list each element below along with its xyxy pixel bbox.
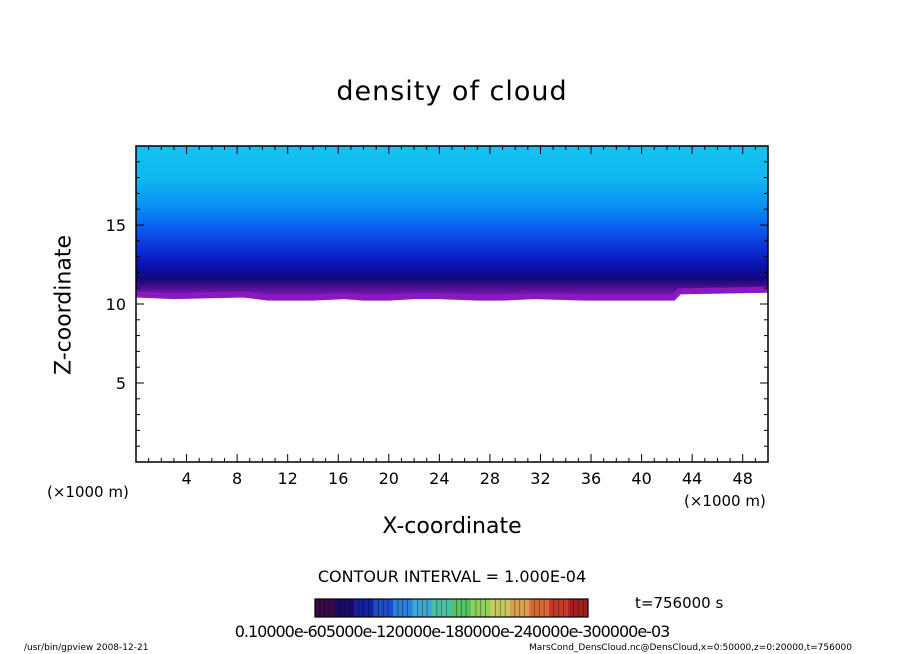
x-axis-label: X-coordinate <box>382 514 522 539</box>
contour-interval: CONTOUR INTERVAL = 1.000E-04 <box>317 567 587 586</box>
chart-title: density of cloud <box>336 76 568 107</box>
x-tick-label: 16 <box>328 469 348 488</box>
time-label: t=756000 s <box>635 594 724 612</box>
footer-right: MarsCond_DensCloud.nc@DensCloud,x=0:5000… <box>529 643 852 653</box>
y-tick-label: 5 <box>116 374 126 393</box>
colorbar-frame <box>314 598 589 618</box>
x-tick-label: 24 <box>429 469 449 488</box>
x-tick-label: 28 <box>480 469 500 488</box>
y-axis-label: Z-coordinate <box>51 235 77 375</box>
x-unit-left: (×1000 m) <box>47 483 129 501</box>
x-tick-label: 4 <box>181 469 191 488</box>
x-tick-label: 36 <box>581 469 601 488</box>
x-tick-label: 48 <box>733 469 753 488</box>
cloud-density-field <box>136 146 768 298</box>
x-unit-right: (×1000 m) <box>684 492 766 510</box>
x-tick-label: 8 <box>232 469 242 488</box>
x-tick-label: 44 <box>682 469 702 488</box>
y-tick-label: 15 <box>106 216 126 235</box>
colorbar-labels: 0.10000e-605000e-120000e-180000e-240000e… <box>234 622 671 641</box>
footer-left: /usr/bin/gpview 2008-12-21 <box>24 643 149 653</box>
x-tick-label: 20 <box>379 469 399 488</box>
x-tick-label: 40 <box>631 469 651 488</box>
x-tick-label: 12 <box>278 469 298 488</box>
cloud-base-band <box>135 286 769 301</box>
x-tick-label: 32 <box>530 469 550 488</box>
y-tick-label: 10 <box>106 295 126 314</box>
